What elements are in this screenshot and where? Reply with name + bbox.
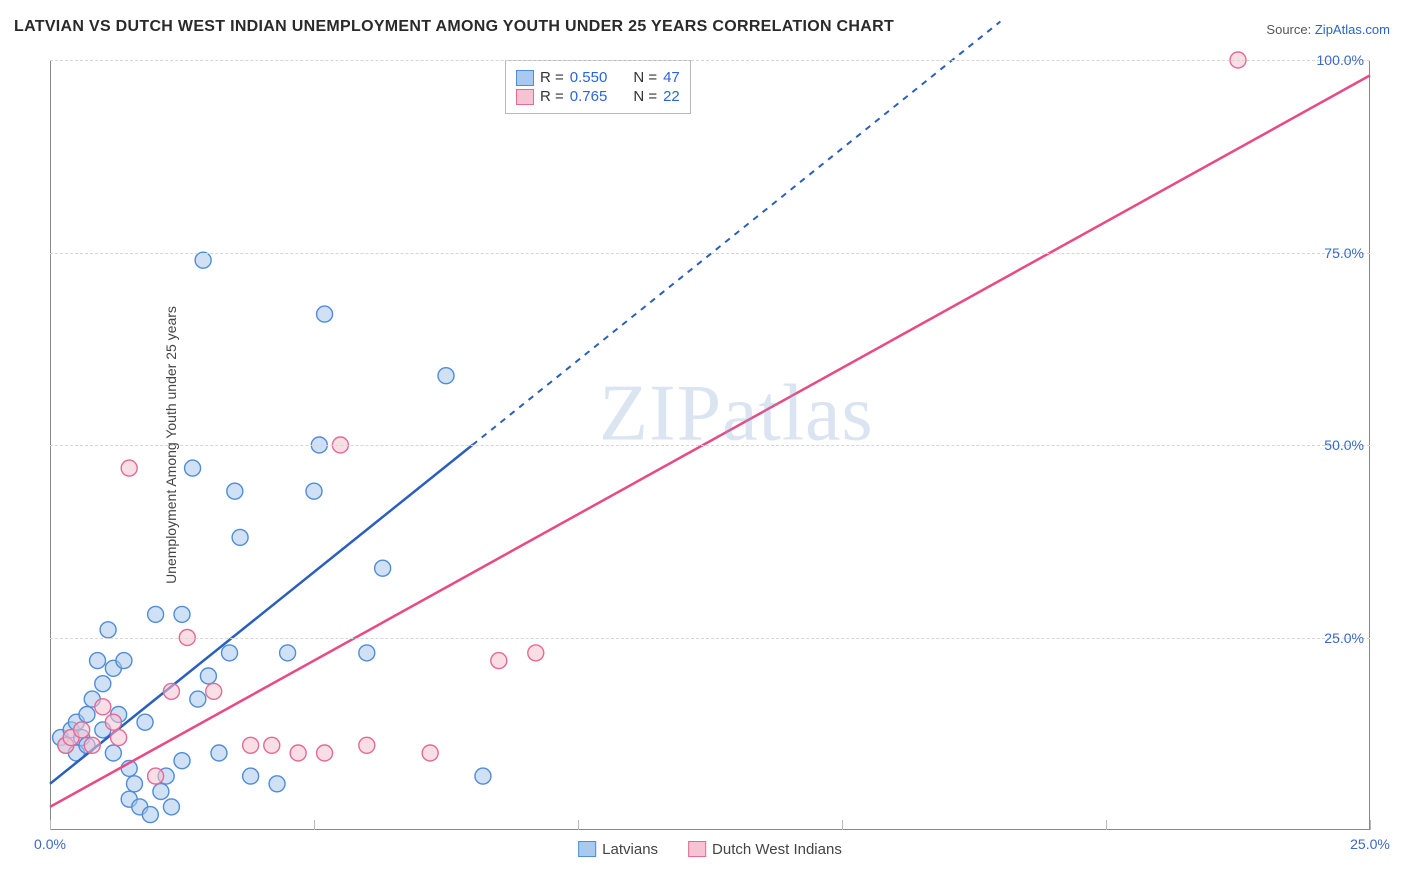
data-point-dutch bbox=[163, 683, 179, 699]
legend-swatch-dutch bbox=[688, 841, 706, 857]
data-point-latvians bbox=[174, 606, 190, 622]
x-tick-mark bbox=[50, 820, 51, 830]
data-point-latvians bbox=[79, 707, 95, 723]
series-legend: Latvians Dutch West Indians bbox=[578, 841, 842, 858]
data-point-latvians bbox=[190, 691, 206, 707]
data-point-dutch bbox=[422, 745, 438, 761]
x-tick-mark bbox=[1106, 820, 1107, 830]
legend-swatch-latvians bbox=[516, 70, 534, 86]
data-point-latvians bbox=[105, 745, 121, 761]
y-tick-label: 75.0% bbox=[1324, 245, 1364, 261]
stats-row-dutch: R = 0.765 N = 22 bbox=[516, 88, 680, 105]
data-point-latvians bbox=[359, 645, 375, 661]
gridline-h bbox=[50, 638, 1370, 639]
chart-area: Unemployment Among Youth under 25 years … bbox=[50, 60, 1370, 830]
stats-row-latvians: R = 0.550 N = 47 bbox=[516, 69, 680, 86]
x-tick-mark bbox=[842, 820, 843, 830]
data-point-latvians bbox=[475, 768, 491, 784]
source-prefix: Source: bbox=[1266, 22, 1311, 37]
data-point-latvians bbox=[195, 252, 211, 268]
data-point-latvians bbox=[185, 460, 201, 476]
data-point-latvians bbox=[227, 483, 243, 499]
source-label: Source: ZipAtlas.com bbox=[1266, 22, 1390, 37]
source-link[interactable]: ZipAtlas.com bbox=[1315, 22, 1390, 37]
x-tick-mark bbox=[1370, 820, 1371, 830]
x-tick-label: 25.0% bbox=[1350, 836, 1390, 852]
data-point-dutch bbox=[148, 768, 164, 784]
chart-title: LATVIAN VS DUTCH WEST INDIAN UNEMPLOYMEN… bbox=[14, 18, 894, 36]
data-point-latvians bbox=[243, 768, 259, 784]
data-point-latvians bbox=[269, 776, 285, 792]
data-point-latvians bbox=[438, 368, 454, 384]
data-point-latvians bbox=[142, 807, 158, 823]
data-point-latvians bbox=[137, 714, 153, 730]
data-point-dutch bbox=[264, 737, 280, 753]
data-point-latvians bbox=[232, 529, 248, 545]
data-point-latvians bbox=[116, 653, 132, 669]
stats-r-value-latvians: 0.550 bbox=[570, 69, 608, 86]
legend-label-latvians: Latvians bbox=[602, 841, 658, 858]
data-point-latvians bbox=[148, 606, 164, 622]
y-tick-label: 100.0% bbox=[1317, 52, 1364, 68]
x-tick-mark bbox=[578, 820, 579, 830]
gridline-h bbox=[50, 445, 1370, 446]
data-point-latvians bbox=[100, 622, 116, 638]
data-point-dutch bbox=[359, 737, 375, 753]
data-point-latvians bbox=[211, 745, 227, 761]
data-point-dutch bbox=[317, 745, 333, 761]
data-point-dutch bbox=[206, 683, 222, 699]
gridline-h bbox=[50, 60, 1370, 61]
gridline-h bbox=[50, 253, 1370, 254]
legend-label-dutch: Dutch West Indians bbox=[712, 841, 842, 858]
data-point-dutch bbox=[95, 699, 111, 715]
data-point-latvians bbox=[280, 645, 296, 661]
data-point-latvians bbox=[222, 645, 238, 661]
stats-n-value-dutch: 22 bbox=[663, 88, 680, 105]
data-point-latvians bbox=[163, 799, 179, 815]
legend-swatch-latvians bbox=[578, 841, 596, 857]
data-point-dutch bbox=[121, 460, 137, 476]
data-point-latvians bbox=[306, 483, 322, 499]
trend-line-dutch bbox=[50, 75, 1370, 807]
y-tick-label: 50.0% bbox=[1324, 437, 1364, 453]
data-point-latvians bbox=[174, 753, 190, 769]
stats-n-label: N = bbox=[633, 88, 657, 105]
stats-n-label: N = bbox=[633, 69, 657, 86]
data-point-latvians bbox=[95, 676, 111, 692]
data-point-dutch bbox=[74, 722, 90, 738]
data-point-dutch bbox=[290, 745, 306, 761]
data-point-dutch bbox=[84, 737, 100, 753]
legend-item-dutch: Dutch West Indians bbox=[688, 841, 842, 858]
data-point-latvians bbox=[126, 776, 142, 792]
data-point-latvians bbox=[153, 784, 169, 800]
plot-region: ZIPatlas R =0.550N =47R =0.765N =22 25.0… bbox=[50, 60, 1370, 830]
data-point-latvians bbox=[375, 560, 391, 576]
data-point-dutch bbox=[491, 653, 507, 669]
stats-r-label: R = bbox=[540, 88, 564, 105]
data-point-dutch bbox=[111, 730, 127, 746]
stats-legend: R = 0.550 N = 47 R = 0.765 N = 22 bbox=[505, 60, 691, 114]
legend-swatch-dutch bbox=[516, 89, 534, 105]
x-tick-label: 0.0% bbox=[34, 836, 66, 852]
data-point-dutch bbox=[528, 645, 544, 661]
data-point-latvians bbox=[200, 668, 216, 684]
stats-n-value-latvians: 47 bbox=[663, 69, 680, 86]
stats-r-value-dutch: 0.765 bbox=[570, 88, 608, 105]
stats-r-label: R = bbox=[540, 69, 564, 86]
data-point-latvians bbox=[317, 306, 333, 322]
x-tick-mark bbox=[314, 820, 315, 830]
data-point-dutch bbox=[243, 737, 259, 753]
data-point-latvians bbox=[90, 653, 106, 669]
legend-item-latvians: Latvians bbox=[578, 841, 658, 858]
data-point-dutch bbox=[105, 714, 121, 730]
y-tick-label: 25.0% bbox=[1324, 630, 1364, 646]
